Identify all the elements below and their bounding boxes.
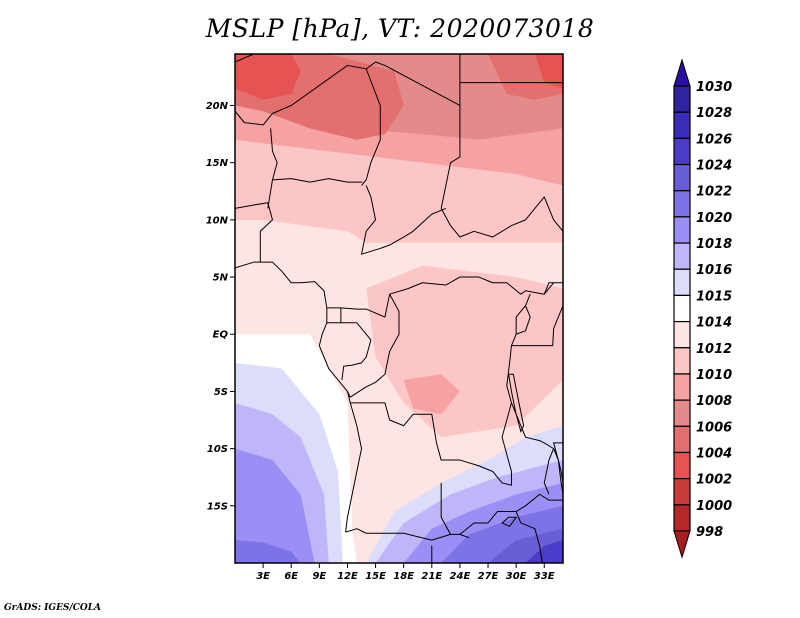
colorbar-label: 1008 <box>696 394 732 409</box>
colorbar-max-arrow <box>673 58 691 87</box>
colorbar-label: 1020 <box>696 211 732 226</box>
colorbar-swatch <box>673 190 691 218</box>
contour-region <box>525 540 563 563</box>
colorbar-swatch <box>673 478 691 506</box>
contour-region <box>235 448 315 563</box>
border-line <box>361 185 447 255</box>
lake-outline <box>552 442 563 495</box>
colorbar-swatch <box>673 268 691 297</box>
border-line <box>511 305 563 347</box>
border-line <box>235 54 461 126</box>
y-axis: 20N 15N 10N 5N EQ 5S 10S 15S <box>206 101 235 512</box>
colorbar-swatch <box>673 163 691 192</box>
border-line <box>345 391 363 533</box>
x-tick-label: 9E <box>312 571 326 582</box>
lake-outline <box>508 373 525 433</box>
border-line <box>543 282 554 295</box>
border-line <box>267 128 278 209</box>
y-tick-label: 15S <box>207 501 228 512</box>
border-line <box>515 511 543 563</box>
colorbar-label: 1018 <box>696 237 732 252</box>
colorbar-label: 998 <box>696 525 723 540</box>
colorbar-swatch <box>673 425 691 454</box>
colorbar-label: 1028 <box>696 106 732 121</box>
x-tick-label: 12E <box>337 571 358 582</box>
colorbar-label: 1015 <box>696 289 732 304</box>
colorbar-swatch <box>673 111 691 139</box>
border-line <box>440 482 451 535</box>
border-line <box>350 294 531 486</box>
colorbar-swatch <box>673 347 691 375</box>
y-tick-label: 10S <box>207 444 228 455</box>
colorbar-label: 1002 <box>696 473 732 488</box>
border-line <box>340 322 372 381</box>
x-tick-label: 27E <box>478 571 499 582</box>
border-line <box>235 202 273 263</box>
map-frame <box>234 53 564 564</box>
contour-region <box>235 540 301 563</box>
border-line <box>543 448 555 495</box>
border-line <box>361 68 381 186</box>
colorbar: 1030 1028 1026 1024 1022 1020 1018 1016 1015 1014… <box>673 58 732 559</box>
colorbar-swatch <box>673 504 691 532</box>
y-tick-label: 10N <box>206 215 229 226</box>
pressure-field <box>235 54 563 563</box>
contour-region <box>534 54 563 89</box>
y-tick-label: EQ <box>213 330 229 341</box>
contour-region <box>235 151 563 220</box>
colorbar-swatch <box>673 399 691 427</box>
colorbar-label: 1022 <box>696 185 732 200</box>
border-line <box>235 261 563 318</box>
colorbar-min-arrow <box>673 530 691 559</box>
x-tick-label: 3E <box>256 571 270 582</box>
border-line <box>272 178 363 183</box>
grads-credit: GrADS: IGES/COLA <box>4 603 102 613</box>
x-tick-label: 15E <box>365 571 386 582</box>
border-line <box>510 402 563 484</box>
x-tick-label: 21E <box>421 571 442 582</box>
colorbar-label: 1024 <box>696 159 732 174</box>
colorbar-label: 1006 <box>696 420 732 435</box>
x-tick-label: 6E <box>284 571 298 582</box>
contour-region <box>403 374 460 415</box>
border-line <box>345 528 470 541</box>
contour-region <box>235 219 385 289</box>
colorbar-swatch <box>673 85 691 113</box>
colorbar-label: 1004 <box>696 446 732 461</box>
y-tick-label: 5N <box>213 273 229 284</box>
colorbar-label: 1012 <box>696 342 732 357</box>
colorbar-swatch <box>673 242 691 270</box>
x-tick-label: 30E <box>506 571 527 582</box>
x-tick-label: 24E <box>450 571 471 582</box>
border-line <box>515 305 531 335</box>
y-tick-label: 15N <box>206 158 229 169</box>
x-axis: 3E 6E 9E 12E 15E 18E 21E 24E 27E 30E 33E <box>256 563 555 582</box>
country-borders <box>235 54 563 563</box>
colorbar-swatch <box>673 137 691 166</box>
y-tick-label: 5S <box>214 387 228 398</box>
border-line <box>440 105 563 238</box>
colorbar-label: 1014 <box>696 316 732 331</box>
colorbar-label: 1016 <box>696 263 732 278</box>
colorbar-label: 1026 <box>696 132 732 147</box>
lake-outline <box>501 516 518 528</box>
x-tick-label: 33E <box>534 571 555 582</box>
y-tick-label: 20N <box>206 101 229 112</box>
contour-region <box>235 54 301 100</box>
chart-title: MSLP [hPa], VT: 2020073018 <box>205 14 595 43</box>
colorbar-swatch <box>673 294 691 323</box>
border-line <box>349 293 400 398</box>
colorbar-swatch <box>673 373 691 401</box>
border-line <box>326 307 342 324</box>
colorbar-swatch <box>673 216 691 244</box>
colorbar-label: 1010 <box>696 368 732 383</box>
x-tick-label: 18E <box>393 571 414 582</box>
colorbar-label: 1000 <box>696 499 732 514</box>
colorbar-swatch <box>673 451 691 480</box>
border-line <box>235 54 254 63</box>
colorbar-label: 1030 <box>696 80 732 95</box>
colorbar-swatch <box>673 320 691 349</box>
